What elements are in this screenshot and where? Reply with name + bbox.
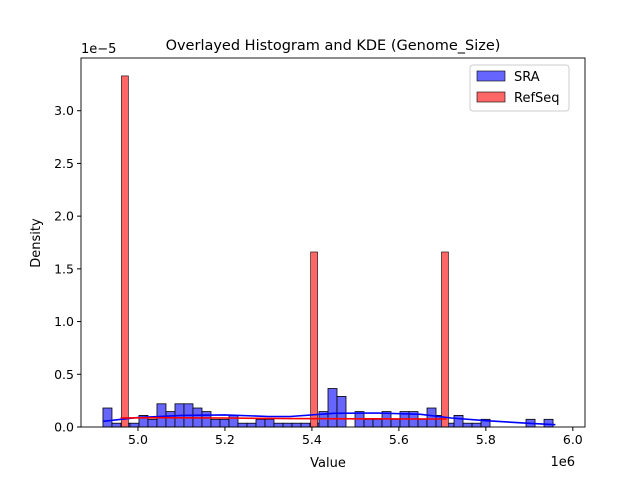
- chart-title: Overlayed Histogram and KDE (Genome_Size…: [166, 38, 501, 54]
- sra-bar: [417, 418, 428, 428]
- sra-bar: [327, 388, 338, 428]
- refseq-bar: [441, 251, 449, 428]
- y-offset-label: 1e−5: [81, 42, 116, 57]
- y-axis-label: Density: [29, 218, 44, 268]
- sra-bar: [336, 396, 347, 428]
- x-axis-label: Value: [310, 456, 346, 471]
- legend-swatch-refseq: [476, 91, 506, 103]
- y-tick-label: 0.0: [54, 420, 74, 435]
- bars-layer: [102, 75, 554, 428]
- x-tick-label: 5.6: [389, 432, 409, 447]
- sra-bar: [282, 422, 293, 428]
- x-offset-label: 1e6: [550, 455, 575, 470]
- sra-bar: [273, 422, 284, 428]
- sra-bar: [102, 407, 113, 428]
- sra-bar: [111, 422, 122, 428]
- sra-kde-line: [103, 412, 556, 426]
- sra-bar: [255, 418, 266, 428]
- sra-bar: [300, 422, 311, 428]
- legend: SRA RefSeq: [469, 64, 570, 112]
- sra-bar: [291, 422, 302, 428]
- x-tick-label: 6.0: [563, 432, 583, 447]
- legend-label-sra: SRA: [514, 70, 540, 85]
- sra-bar: [462, 422, 473, 428]
- sra-bar: [543, 418, 554, 428]
- sra-bar: [129, 422, 140, 428]
- refseq-kde-line: [120, 416, 447, 420]
- sra-bar: [219, 418, 230, 428]
- sra-bar: [453, 415, 464, 428]
- sra-bar: [264, 418, 275, 428]
- x-tick-label: 5.8: [476, 432, 496, 447]
- y-tick-label: 2.0: [54, 209, 74, 224]
- y-tick-label: 1.5: [54, 261, 74, 276]
- y-tick-label: 1.0: [54, 314, 74, 329]
- sra-bar: [426, 407, 437, 428]
- sra-bar: [246, 422, 257, 428]
- sra-bar: [228, 415, 239, 428]
- sra-bar: [156, 403, 167, 428]
- sra-bar: [165, 411, 176, 428]
- sra-bar: [147, 418, 158, 428]
- sra-bar: [372, 418, 383, 428]
- y-axis: 0.0 0.5 1.0 1.5 2.0 2.5 3.0: [54, 103, 81, 435]
- x-tick-label: 5.4: [302, 432, 322, 447]
- sra-bar: [237, 422, 248, 428]
- y-tick-label: 3.0: [54, 103, 74, 118]
- x-axis: 5.0 5.2 5.4 5.6 5.8 6.0: [128, 427, 583, 447]
- x-tick-label: 5.2: [215, 432, 235, 447]
- x-tick-label: 5.0: [128, 432, 148, 447]
- kde-layer: [103, 412, 556, 426]
- y-tick-label: 2.5: [54, 156, 74, 171]
- legend-label-refseq: RefSeq: [514, 91, 560, 106]
- legend-swatch-sra: [476, 70, 506, 82]
- sra-bar: [210, 418, 221, 428]
- y-tick-label: 0.5: [54, 367, 74, 382]
- refseq-bar: [121, 75, 129, 428]
- plot-frame: [80, 57, 586, 428]
- sra-bar: [471, 422, 482, 428]
- sra-bar: [390, 418, 401, 428]
- refseq-bar: [310, 251, 318, 428]
- sra-bar: [201, 411, 212, 428]
- sra-bar: [363, 418, 374, 428]
